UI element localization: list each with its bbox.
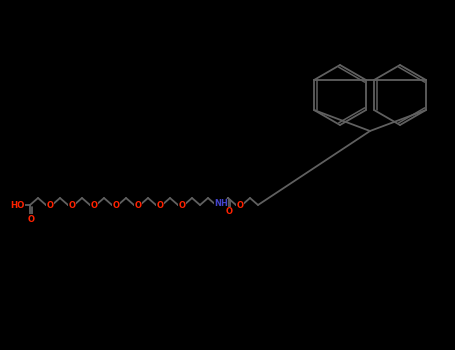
Text: HO: HO: [10, 201, 24, 210]
Text: O: O: [112, 201, 120, 210]
Text: O: O: [135, 201, 142, 210]
Text: O: O: [237, 201, 243, 210]
Text: O: O: [178, 201, 186, 210]
Text: O: O: [69, 201, 76, 210]
Text: O: O: [157, 201, 163, 210]
Text: O: O: [91, 201, 97, 210]
Text: O: O: [226, 208, 233, 217]
Text: O: O: [46, 201, 54, 210]
Text: O: O: [27, 215, 35, 224]
Text: NH: NH: [214, 199, 228, 209]
